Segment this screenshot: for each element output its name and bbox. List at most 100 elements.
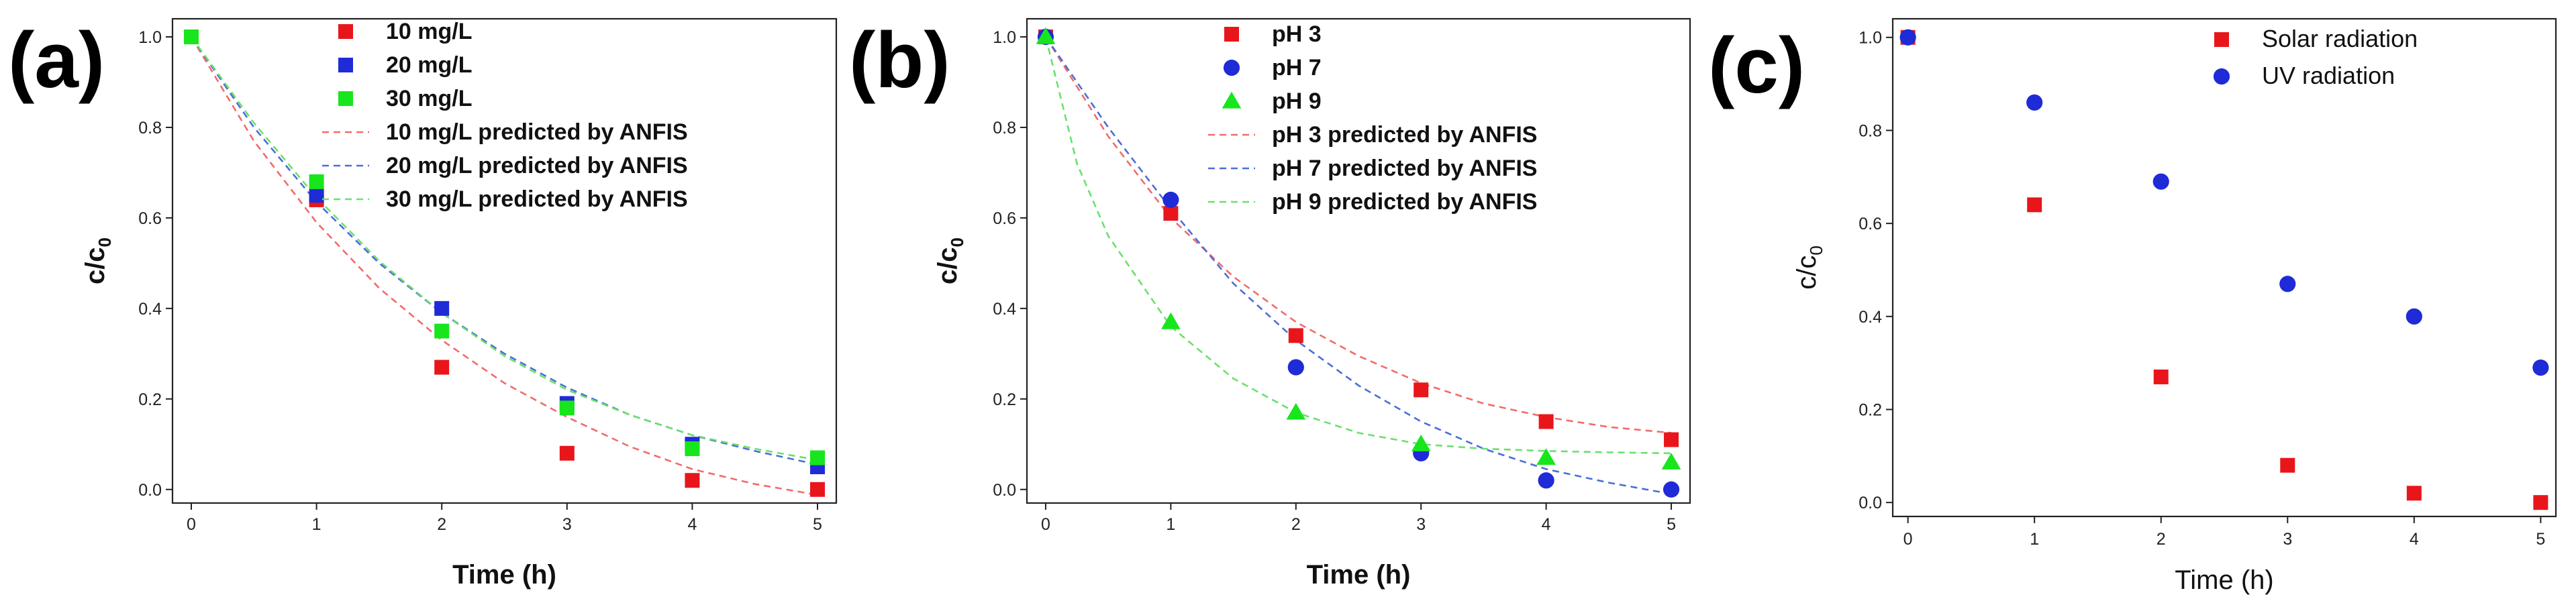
- plot-frame: [171, 17, 838, 504]
- data-point: [1663, 481, 1680, 498]
- x-tick-label: 2: [1291, 515, 1301, 534]
- legend-label: 20 mg/L predicted by ANFIS: [386, 153, 688, 178]
- panel-label-a: (a): [8, 16, 105, 105]
- legend-label: UV radiation: [2262, 62, 2395, 89]
- legend-marker: [2214, 32, 2229, 47]
- data-point: [434, 360, 450, 375]
- legend: pH 3 pH 7 pH 9 pH 3 predicted by ANFIS pH 7 …: [1208, 21, 1537, 215]
- y-axis-title: c/c0: [81, 237, 115, 284]
- data-point: [434, 323, 450, 339]
- data-point: [1414, 382, 1429, 398]
- data-point: [685, 441, 700, 457]
- predicted-line: [1044, 36, 1672, 495]
- y-tick-label: 0.2: [1859, 401, 1882, 420]
- legend-label: 10 mg/L: [386, 19, 472, 44]
- y-tick-label: 0.2: [993, 390, 1016, 409]
- data-point: [1162, 191, 1179, 209]
- data-point: [2532, 359, 2549, 376]
- y-axis-title: c/c0: [933, 237, 967, 284]
- x-tick-label: 5: [2536, 530, 2545, 549]
- data-point: [2026, 94, 2043, 111]
- data-point: [434, 300, 450, 316]
- legend-label: 30 mg/L predicted by ANFIS: [386, 186, 688, 212]
- data-point: [309, 188, 324, 203]
- data-point: [2027, 197, 2042, 213]
- data-point: [1288, 328, 1303, 343]
- legend-label: 10 mg/L predicted by ANFIS: [386, 119, 688, 145]
- data-point: [1661, 452, 1681, 470]
- y-tick-label: 0.6: [993, 209, 1016, 228]
- plot-frame: [1891, 17, 2557, 518]
- x-tick-label: 3: [2283, 530, 2292, 549]
- legend-marker: [338, 58, 353, 72]
- x-tick-label: 0: [187, 515, 196, 534]
- plot-frame: [1026, 17, 1691, 504]
- legend-marker: [338, 91, 353, 106]
- legend-label: pH 7: [1272, 55, 1322, 80]
- data-point: [183, 29, 199, 44]
- x-tick-label: 4: [687, 515, 697, 534]
- x-tick-label: 5: [1667, 515, 1676, 534]
- data-point: [810, 450, 826, 465]
- y-tick-label: 1.0: [1859, 29, 1882, 48]
- chart-c: 0 1 2 3 4 5 0.0 0.2 0.4 0.6 0.8 1.0 Time (h) c/c0 Sola…: [1792, 17, 2557, 595]
- predicted-line: [1044, 36, 1672, 455]
- predicted-line: [1044, 36, 1672, 434]
- x-tick-label: 1: [312, 515, 321, 534]
- y-tick-label: 1.0: [993, 28, 1016, 47]
- predicted-line: [190, 36, 818, 461]
- y-axis-title: c/c0: [1792, 245, 1826, 290]
- legend-label: pH 3: [1272, 21, 1322, 47]
- data-point: [1163, 206, 1179, 221]
- predicted-line: [190, 36, 818, 465]
- data-point: [2406, 486, 2422, 501]
- legend-label: pH 3 predicted by ANFIS: [1272, 122, 1537, 148]
- data-point: [1411, 434, 1431, 451]
- x-tick-label: 2: [2157, 530, 2166, 549]
- data-point: [559, 445, 575, 461]
- panel-label-c: (c): [1708, 21, 1805, 110]
- panel-label-b: (b): [849, 16, 950, 105]
- data-point: [1538, 414, 1554, 429]
- y-tick-label: 0.8: [1859, 121, 1882, 140]
- data-point: [1286, 402, 1306, 420]
- data-point: [2153, 369, 2169, 384]
- legend-marker: [1223, 59, 1240, 76]
- data-point: [1287, 359, 1304, 376]
- x-tick-label: 4: [1542, 515, 1551, 534]
- legend-marker: [2213, 68, 2230, 85]
- y-tick-label: 0.4: [138, 300, 162, 319]
- data-point: [1538, 472, 1554, 489]
- legend-marker: [1224, 27, 1239, 42]
- x-tick-label: 0: [1903, 530, 1913, 549]
- legend-label: pH 7 predicted by ANFIS: [1272, 156, 1537, 181]
- legend-label: Solar radiation: [2262, 25, 2418, 52]
- y-tick-label: 0.6: [138, 209, 162, 228]
- x-tick-label: 3: [1416, 515, 1426, 534]
- legend-marker: [1222, 91, 1242, 109]
- x-axis-title: Time (h): [1307, 560, 1411, 590]
- y-tick-label: 0.6: [1859, 215, 1882, 233]
- legend-label: pH 9 predicted by ANFIS: [1272, 189, 1537, 215]
- y-tick-label: 1.0: [138, 28, 162, 47]
- data-point: [1899, 29, 1916, 46]
- legend-marker: [338, 24, 353, 39]
- y-tick-label: 0.4: [1859, 308, 1882, 327]
- x-tick-label: 5: [813, 515, 822, 534]
- legend-label: 30 mg/L: [386, 86, 472, 111]
- data-point: [309, 174, 324, 189]
- y-tick-label: 0.0: [1859, 494, 1882, 512]
- chart-b: 0 1 2 3 4 5 0.0 0.2 0.4 0.6 0.8 1.0 Time (h) c/c0 pH 3…: [933, 17, 1691, 590]
- y-tick-label: 0.8: [138, 119, 162, 137]
- y-tick-label: 0.0: [993, 481, 1016, 500]
- data-point: [2280, 457, 2295, 473]
- x-tick-label: 4: [2410, 530, 2419, 549]
- data-point: [685, 473, 700, 488]
- data-point: [559, 400, 575, 416]
- data-point: [1536, 448, 1556, 465]
- data-point: [2279, 276, 2296, 292]
- x-tick-label: 1: [1166, 515, 1175, 534]
- data-point: [1664, 432, 1679, 447]
- y-tick-label: 0.0: [138, 481, 162, 500]
